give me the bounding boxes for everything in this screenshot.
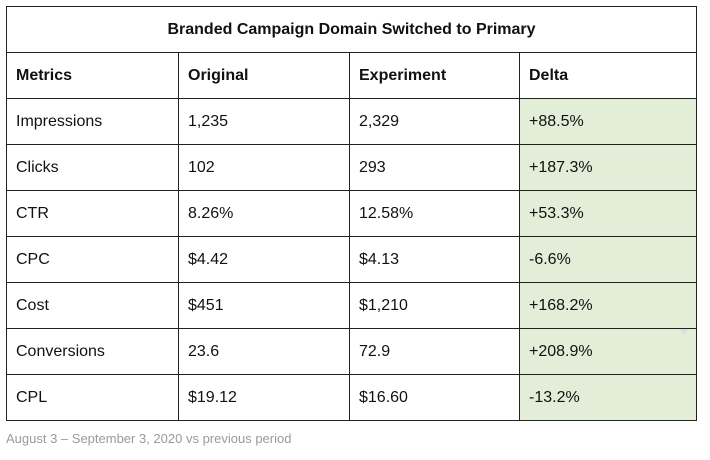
date-range-footnote: August 3 – September 3, 2020 vs previous… bbox=[6, 431, 292, 446]
metric-name-cell: CPL bbox=[6, 374, 179, 421]
column-header-experiment: Experiment bbox=[349, 52, 520, 99]
original-value-cell: 23.6 bbox=[178, 328, 350, 375]
original-value-cell: $451 bbox=[178, 282, 350, 329]
delta-value-cell: -13.2% bbox=[518, 374, 698, 421]
delta-value: +208.9% bbox=[529, 343, 593, 360]
original-value-cell: 1,235 bbox=[178, 98, 350, 145]
table-row: Clicks 102 293 +187.3% bbox=[6, 144, 698, 191]
delta-value: +168.2% bbox=[529, 297, 593, 314]
delta-value: -13.2% bbox=[529, 389, 580, 406]
delta-value-cell: +208.9% bbox=[518, 328, 698, 375]
table-row: CPC $4.42 $4.13 -6.6% bbox=[6, 236, 698, 283]
delta-value-cell: +168.2% bbox=[518, 282, 698, 329]
table-title: Branded Campaign Domain Switched to Prim… bbox=[5, 6, 698, 53]
metrics-table-container: Branded Campaign Domain Switched to Prim… bbox=[5, 6, 698, 421]
experiment-value-cell: 12.58% bbox=[349, 190, 520, 237]
delta-value-cell: -6.6% bbox=[518, 236, 698, 283]
metrics-table: Branded Campaign Domain Switched to Prim… bbox=[5, 6, 698, 421]
original-value-cell: 8.26% bbox=[178, 190, 350, 237]
metric-name-cell: Cost bbox=[6, 282, 179, 329]
delta-value: -6.6% bbox=[529, 251, 571, 268]
table-row: Conversions 23.6 72.9 +208.9% bbox=[6, 328, 698, 375]
delta-value-cell: +88.5% bbox=[518, 98, 698, 145]
experiment-value-cell: $16.60 bbox=[349, 374, 520, 421]
metric-name-cell: Clicks bbox=[6, 144, 179, 191]
table-row: Cost $451 $1,210 +168.2% bbox=[6, 282, 698, 329]
experiment-value-cell: $4.13 bbox=[349, 236, 520, 283]
column-header-original: Original bbox=[178, 52, 350, 99]
cell-dropdown-arrow-icon[interactable] bbox=[680, 329, 689, 334]
original-value-cell: 102 bbox=[178, 144, 350, 191]
table-row: CPL $19.12 $16.60 -13.2% bbox=[6, 374, 698, 421]
experiment-value-cell: $1,210 bbox=[349, 282, 520, 329]
delta-value: +187.3% bbox=[529, 159, 593, 176]
table-row: Impressions 1,235 2,329 +88.5% bbox=[6, 98, 698, 145]
experiment-value-cell: 72.9 bbox=[349, 328, 520, 375]
column-header-metrics: Metrics bbox=[6, 52, 179, 99]
experiment-value-cell: 293 bbox=[349, 144, 520, 191]
delta-value: +53.3% bbox=[529, 205, 584, 222]
metric-name-cell: CPC bbox=[6, 236, 179, 283]
metric-name-cell: Impressions bbox=[6, 98, 179, 145]
delta-value-cell: +187.3% bbox=[518, 144, 698, 191]
metric-name-cell: CTR bbox=[6, 190, 179, 237]
table-title-row: Branded Campaign Domain Switched to Prim… bbox=[5, 6, 698, 53]
column-header-delta: Delta bbox=[518, 52, 698, 99]
experiment-value-cell: 2,329 bbox=[349, 98, 520, 145]
metric-name-cell: Conversions bbox=[6, 328, 179, 375]
original-value-cell: $19.12 bbox=[178, 374, 350, 421]
delta-value-cell: +53.3% bbox=[518, 190, 698, 237]
table-header-row: Metrics Original Experiment Delta bbox=[6, 52, 698, 99]
delta-value: +88.5% bbox=[529, 113, 584, 130]
original-value-cell: $4.42 bbox=[178, 236, 350, 283]
table-row: CTR 8.26% 12.58% +53.3% bbox=[6, 190, 698, 237]
table-body: Impressions 1,235 2,329 +88.5% Clicks 102 293 +… bbox=[6, 98, 698, 421]
